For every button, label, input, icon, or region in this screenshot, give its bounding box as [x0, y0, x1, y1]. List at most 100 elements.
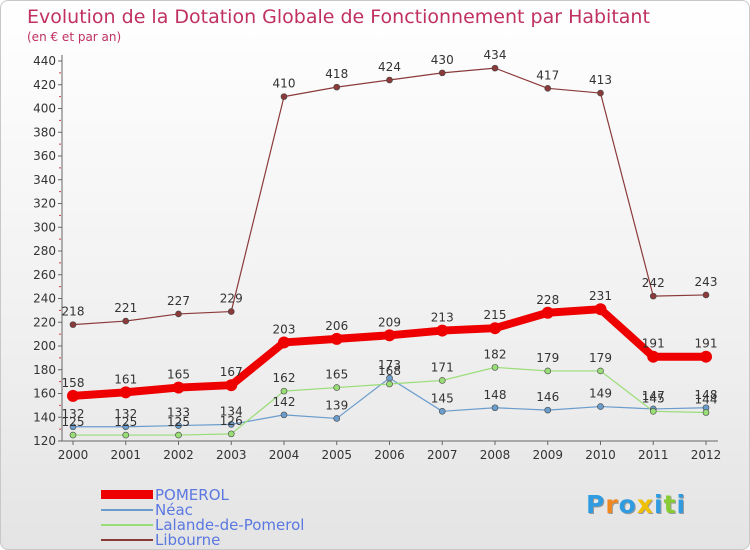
- logo-letter: x: [636, 490, 654, 519]
- data-point: [438, 377, 446, 384]
- x-tick-label: 2004: [269, 448, 300, 462]
- x-tick-label: 2005: [321, 448, 352, 462]
- data-label: 215: [484, 308, 507, 322]
- data-label: 132: [114, 407, 137, 421]
- y-tick-label: 180: [33, 363, 56, 377]
- chart-title: Evolution de la Dotation Globale de Fonc…: [27, 6, 650, 28]
- data-label: 125: [167, 415, 190, 429]
- data-point: [122, 317, 130, 325]
- data-label: 228: [536, 293, 559, 307]
- data-label: 126: [220, 414, 243, 428]
- y-tick-label: 260: [33, 268, 56, 282]
- data-label: 142: [273, 395, 296, 409]
- data-label: 146: [536, 390, 559, 404]
- logo-letter: i: [654, 490, 664, 519]
- data-point: [227, 308, 235, 315]
- data-point: [544, 406, 552, 414]
- data-point: [702, 409, 710, 416]
- y-tick-label: 280: [33, 244, 56, 258]
- data-label: 413: [589, 73, 612, 87]
- data-point: [491, 404, 499, 412]
- data-label: 418: [325, 67, 348, 81]
- legend-label-libourne: Libourne: [155, 531, 221, 549]
- logo-letter: o: [618, 490, 637, 519]
- data-label: 203: [273, 322, 296, 336]
- data-label: 125: [114, 415, 137, 429]
- data-label: 158: [62, 376, 85, 390]
- data-label: 243: [695, 275, 718, 289]
- logo-letter: r: [605, 490, 619, 519]
- data-point: [227, 421, 235, 428]
- data-label: 145: [642, 391, 665, 405]
- legend-swatch-pomerol: [101, 490, 153, 499]
- data-point: [122, 431, 130, 439]
- data-point: [278, 336, 290, 349]
- y-tick-label: 160: [33, 387, 56, 401]
- data-label: 145: [431, 391, 454, 405]
- data-point: [69, 423, 77, 431]
- y-tick-label: 200: [33, 339, 56, 353]
- data-point: [489, 322, 501, 335]
- y-tick-label: 440: [33, 54, 56, 68]
- data-label: 133: [167, 406, 190, 420]
- data-point: [333, 384, 341, 391]
- data-point: [225, 379, 238, 392]
- data-point: [438, 69, 446, 77]
- data-point: [172, 381, 185, 394]
- x-tick-label: 2012: [691, 448, 722, 462]
- data-point: [544, 85, 552, 92]
- logo-letter: i: [676, 490, 687, 519]
- data-point: [597, 403, 604, 410]
- y-tick-label: 120: [33, 434, 56, 448]
- legend-swatch-neac: [101, 509, 153, 511]
- data-point: [597, 89, 604, 97]
- data-label: 144: [695, 393, 718, 407]
- data-label: 165: [325, 368, 348, 382]
- data-label: 430: [431, 53, 454, 67]
- y-tick-label: 360: [33, 149, 56, 163]
- data-label: 132: [62, 407, 85, 421]
- data-point: [175, 422, 182, 429]
- data-point: [280, 387, 288, 395]
- data-label: 179: [536, 351, 559, 365]
- data-label: 173: [378, 358, 401, 372]
- data-point: [386, 76, 393, 84]
- data-label: 147: [642, 389, 665, 403]
- data-point: [594, 303, 607, 316]
- y-tick-label: 240: [33, 292, 56, 306]
- data-point: [333, 83, 341, 91]
- y-tick-label: 420: [33, 78, 56, 92]
- data-point: [647, 350, 660, 363]
- x-tick-label: 2002: [163, 448, 194, 462]
- data-label: 134: [220, 404, 243, 418]
- data-label: 149: [589, 387, 612, 401]
- data-point: [280, 411, 288, 419]
- axes: 120 140 160 180 200 220 240 260 280 300 320 340 360 3…: [33, 54, 721, 462]
- data-label: 139: [325, 398, 348, 412]
- data-point: [119, 386, 132, 399]
- x-tick-label: 2003: [216, 448, 247, 462]
- y-tick-label: 320: [33, 197, 56, 211]
- data-label: 231: [589, 289, 612, 303]
- data-point: [700, 350, 712, 363]
- data-point: [541, 306, 554, 319]
- x-tick-label: 2000: [58, 448, 89, 462]
- data-label: 167: [220, 365, 243, 379]
- data-label: 417: [536, 68, 559, 82]
- legend-label-lalande: Lalande-de-Pomerol: [155, 516, 305, 534]
- legend-swatch-libourne: [101, 539, 153, 541]
- data-label: 179: [589, 351, 612, 365]
- legend-swatch-lalande: [101, 524, 153, 526]
- y-tick-label: 300: [33, 220, 56, 234]
- data-label: 227: [167, 294, 190, 308]
- data-point: [649, 292, 657, 300]
- data-point: [491, 364, 499, 371]
- data-label: 125: [62, 415, 85, 429]
- data-point: [438, 408, 446, 415]
- data-label: 424: [378, 60, 401, 74]
- data-label: 161: [114, 372, 137, 386]
- data-point: [333, 415, 341, 422]
